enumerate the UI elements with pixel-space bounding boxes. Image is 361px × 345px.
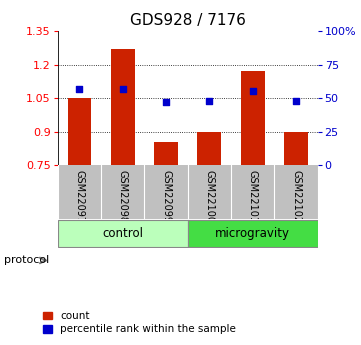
Legend: count, percentile rank within the sample: count, percentile rank within the sample xyxy=(41,309,238,336)
Text: GSM22098: GSM22098 xyxy=(118,169,128,223)
Bar xyxy=(241,71,265,165)
Text: GSM22097: GSM22097 xyxy=(74,169,84,223)
Bar xyxy=(284,132,308,165)
Text: control: control xyxy=(102,227,143,240)
Point xyxy=(77,86,82,91)
Text: protocol: protocol xyxy=(4,256,49,265)
Bar xyxy=(197,132,221,165)
FancyBboxPatch shape xyxy=(188,220,318,247)
Text: GSM22102: GSM22102 xyxy=(291,169,301,223)
Bar xyxy=(68,98,91,165)
Point xyxy=(250,89,256,94)
Text: GSM22100: GSM22100 xyxy=(204,169,214,223)
Text: GSM22099: GSM22099 xyxy=(161,169,171,223)
Point xyxy=(163,99,169,105)
Point xyxy=(293,98,299,104)
FancyBboxPatch shape xyxy=(58,220,188,247)
Text: GSM22101: GSM22101 xyxy=(248,169,258,223)
Text: microgravity: microgravity xyxy=(215,227,290,240)
Point xyxy=(120,86,126,91)
Bar xyxy=(154,142,178,165)
Bar xyxy=(111,49,135,165)
Point xyxy=(206,98,212,104)
Title: GDS928 / 7176: GDS928 / 7176 xyxy=(130,13,245,29)
